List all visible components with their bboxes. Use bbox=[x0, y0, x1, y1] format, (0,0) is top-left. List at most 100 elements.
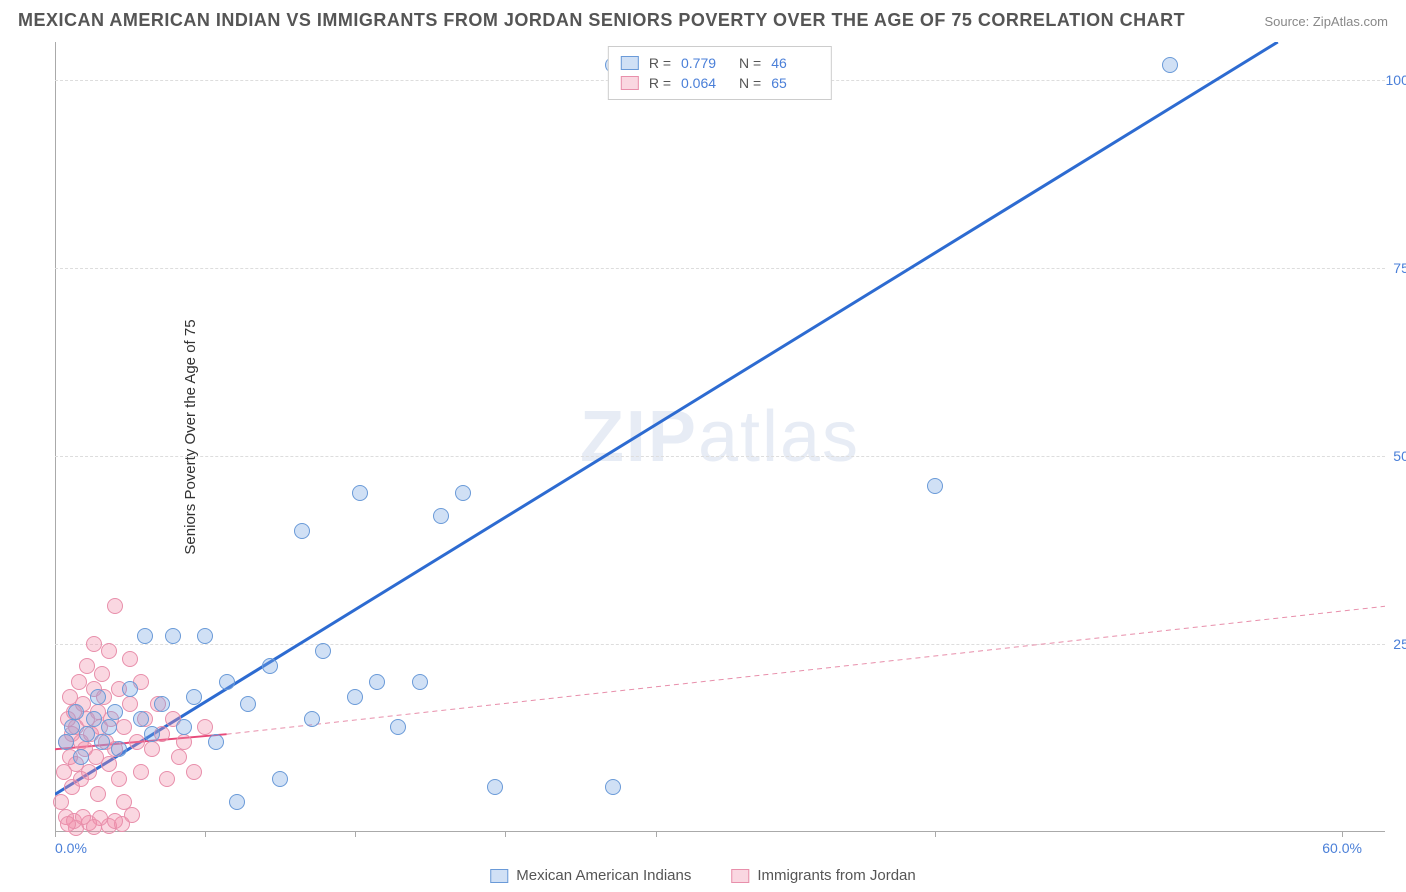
data-point bbox=[90, 689, 106, 705]
legend-item: Immigrants from Jordan bbox=[731, 867, 915, 884]
data-point bbox=[86, 711, 102, 727]
x-tick-mark bbox=[55, 832, 56, 837]
data-point bbox=[186, 689, 202, 705]
x-tick-mark bbox=[355, 832, 356, 837]
data-point bbox=[53, 794, 69, 810]
data-point bbox=[111, 771, 127, 787]
legend-swatch bbox=[621, 76, 639, 90]
data-point bbox=[294, 523, 310, 539]
n-label: N = bbox=[739, 75, 761, 91]
data-point bbox=[219, 674, 235, 690]
data-point bbox=[71, 674, 87, 690]
x-tick-label: 60.0% bbox=[1322, 840, 1362, 856]
data-point bbox=[197, 719, 213, 735]
y-tick-label: 50.0% bbox=[1393, 448, 1406, 464]
r-label: R = bbox=[649, 75, 671, 91]
data-point bbox=[171, 749, 187, 765]
data-point bbox=[107, 813, 123, 829]
data-point bbox=[68, 704, 84, 720]
x-tick-mark bbox=[205, 832, 206, 837]
data-point bbox=[101, 756, 117, 772]
data-point bbox=[315, 643, 331, 659]
data-point bbox=[137, 628, 153, 644]
data-point bbox=[107, 598, 123, 614]
data-point bbox=[116, 719, 132, 735]
bottom-legend: Mexican American Indians Immigrants from … bbox=[490, 867, 915, 884]
data-point bbox=[165, 628, 181, 644]
legend-item: Mexican American Indians bbox=[490, 867, 691, 884]
data-point bbox=[122, 651, 138, 667]
data-point bbox=[86, 636, 102, 652]
grid-line bbox=[55, 456, 1385, 457]
data-point bbox=[176, 719, 192, 735]
r-label: R = bbox=[649, 55, 671, 71]
data-point bbox=[455, 485, 471, 501]
x-tick-mark bbox=[935, 832, 936, 837]
n-value: 65 bbox=[771, 75, 819, 91]
data-point bbox=[272, 771, 288, 787]
data-point bbox=[64, 719, 80, 735]
x-axis-line bbox=[55, 831, 1385, 832]
grid-line bbox=[55, 268, 1385, 269]
data-point bbox=[111, 741, 127, 757]
data-point bbox=[240, 696, 256, 712]
watermark: ZIPatlas bbox=[580, 396, 860, 478]
legend-swatch bbox=[621, 56, 639, 70]
data-point bbox=[433, 508, 449, 524]
n-value: 46 bbox=[771, 55, 819, 71]
data-point bbox=[262, 658, 278, 674]
y-tick-label: 75.0% bbox=[1393, 260, 1406, 276]
y-axis-line bbox=[55, 42, 56, 832]
data-point bbox=[487, 779, 503, 795]
chart-area: Seniors Poverty Over the Age of 75 ZIPat… bbox=[55, 42, 1385, 832]
r-value: 0.064 bbox=[681, 75, 729, 91]
data-point bbox=[144, 741, 160, 757]
data-point bbox=[94, 666, 110, 682]
data-point bbox=[347, 689, 363, 705]
data-point bbox=[101, 643, 117, 659]
data-point bbox=[107, 704, 123, 720]
data-point bbox=[133, 711, 149, 727]
data-point bbox=[229, 794, 245, 810]
data-point bbox=[90, 786, 106, 802]
data-point bbox=[86, 819, 102, 835]
x-tick-label: 0.0% bbox=[55, 840, 87, 856]
data-point bbox=[605, 779, 621, 795]
y-axis-label: Seniors Poverty Over the Age of 75 bbox=[182, 319, 199, 554]
data-point bbox=[186, 764, 202, 780]
data-point bbox=[122, 681, 138, 697]
y-tick-label: 100.0% bbox=[1386, 72, 1406, 88]
data-point bbox=[1162, 57, 1178, 73]
data-point bbox=[60, 816, 76, 832]
data-point bbox=[927, 478, 943, 494]
data-point bbox=[101, 719, 117, 735]
r-value: 0.779 bbox=[681, 55, 729, 71]
data-point bbox=[369, 674, 385, 690]
y-tick-label: 25.0% bbox=[1393, 636, 1406, 652]
data-point bbox=[154, 696, 170, 712]
data-point bbox=[304, 711, 320, 727]
data-point bbox=[197, 628, 213, 644]
data-point bbox=[352, 485, 368, 501]
data-point bbox=[176, 734, 192, 750]
data-point bbox=[390, 719, 406, 735]
trend-lines bbox=[55, 42, 1385, 832]
legend-label: Mexican American Indians bbox=[516, 867, 691, 884]
legend-label: Immigrants from Jordan bbox=[757, 867, 915, 884]
data-point bbox=[144, 726, 160, 742]
legend-swatch bbox=[490, 869, 508, 883]
data-point bbox=[58, 734, 74, 750]
stats-legend-row: R = 0.064 N = 65 bbox=[621, 73, 819, 93]
source-label: Source: ZipAtlas.com bbox=[1264, 14, 1388, 29]
data-point bbox=[412, 674, 428, 690]
data-point bbox=[79, 658, 95, 674]
trend-line bbox=[55, 42, 1278, 794]
x-tick-mark bbox=[505, 832, 506, 837]
stats-legend-row: R = 0.779 N = 46 bbox=[621, 53, 819, 73]
data-point bbox=[133, 764, 149, 780]
x-tick-mark bbox=[1342, 832, 1343, 837]
n-label: N = bbox=[739, 55, 761, 71]
chart-title: MEXICAN AMERICAN INDIAN VS IMMIGRANTS FR… bbox=[18, 10, 1185, 31]
stats-legend: R = 0.779 N = 46 R = 0.064 N = 65 bbox=[608, 46, 832, 100]
trend-line bbox=[227, 606, 1385, 734]
